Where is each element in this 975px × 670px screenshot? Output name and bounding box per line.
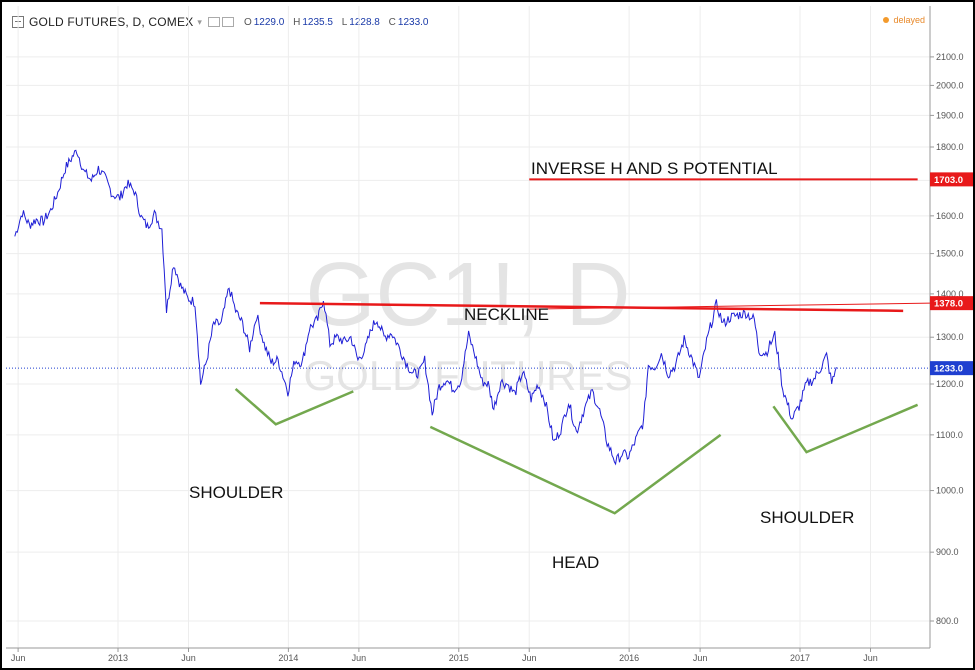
visibility-icon[interactable] [221,17,234,27]
price-tag-label: 1378.0 [934,299,963,310]
x-tick-label: Jun [181,653,196,663]
price-series [14,149,837,466]
ohlc-high-key: H [293,16,301,28]
y-tick-label: 1400.0 [936,289,964,299]
y-tick-label: 800.0 [936,616,959,626]
x-tick-label: Jun [522,653,537,663]
delayed-label: delayed [893,15,925,25]
price-tag-label: 1233.0 [934,364,963,375]
neckline-label: NECKLINE [464,305,549,324]
ohlc-open-value: 1229.0 [253,16,285,28]
settings-icon[interactable] [207,17,220,27]
right-shoulder-line [772,403,919,454]
ohlc-low-value: 1228.8 [349,16,380,28]
x-tick-label: Jun [863,653,878,663]
neckline [259,301,904,313]
x-tick-label: 2016 [619,653,639,663]
chevron-down-icon[interactable]: ▾ [197,16,202,27]
head-label: HEAD [552,553,599,572]
x-tick-label: 2017 [790,653,810,663]
chart-grid [6,6,930,648]
status-dot-icon [883,17,890,23]
y-tick-label: 1000.0 [936,486,964,496]
left-shoulder-label: SHOULDER [189,483,283,502]
pattern-annotations: 1703.0 1378.0 1233.0 [6,172,973,515]
ohlc-high-value: 1235.5 [302,16,333,28]
ohlc-open-key: O [243,16,252,28]
ohlc-close-key: C [388,16,396,28]
chart-axes: 2100.02000.01900.01800.01700.01600.01500… [6,6,964,663]
ohlc-close-value: 1233.0 [397,16,429,28]
watermark-title: GC1!, D [305,245,630,345]
y-tick-label: 1200.0 [936,379,964,389]
x-tick-label: 2014 [278,653,298,663]
delayed-status: delayed [883,15,925,25]
x-tick-label: 2015 [449,653,469,663]
y-tick-label: 1300.0 [936,332,964,342]
price-tag [930,172,973,187]
y-tick-label: 2100.0 [936,52,964,62]
head-line [429,425,722,515]
y-tick-label: 1100.0 [936,430,963,440]
price-tag [930,296,973,311]
y-tick-label: 2000.0 [936,80,964,90]
ohlc-low-key: L [341,16,348,28]
x-tick-label: 2013 [108,653,128,663]
y-tick-label: 1900.0 [936,110,964,120]
price-tag-label: 1703.0 [934,175,963,186]
y-tick-label: 900.0 [936,547,959,557]
y-tick-label: 1600.0 [936,211,964,221]
symbol-title[interactable]: GOLD FUTURES, D, COMEX [29,15,194,29]
y-tick-label: 1500.0 [936,249,964,259]
right-shoulder-label: SHOULDER [760,508,854,527]
ohlc-readout: O 1229.0 H 1235.5 L 1228.8 C 1233.0 [244,17,435,28]
left-shoulder-line [234,387,354,426]
x-tick-label: Jun [11,653,26,663]
x-tick-label: Jun [352,653,367,663]
neckline-level-line [529,302,931,310]
price-line [14,149,837,466]
annotation-labels: INVERSE H AND S POTENTIAL NECKLINE SHOUL… [189,159,854,572]
title-annotation: INVERSE H AND S POTENTIAL [531,159,778,178]
price-tag [930,361,973,376]
x-tick-label: Jun [693,653,708,663]
y-tick-label: 1800.0 [936,142,964,152]
